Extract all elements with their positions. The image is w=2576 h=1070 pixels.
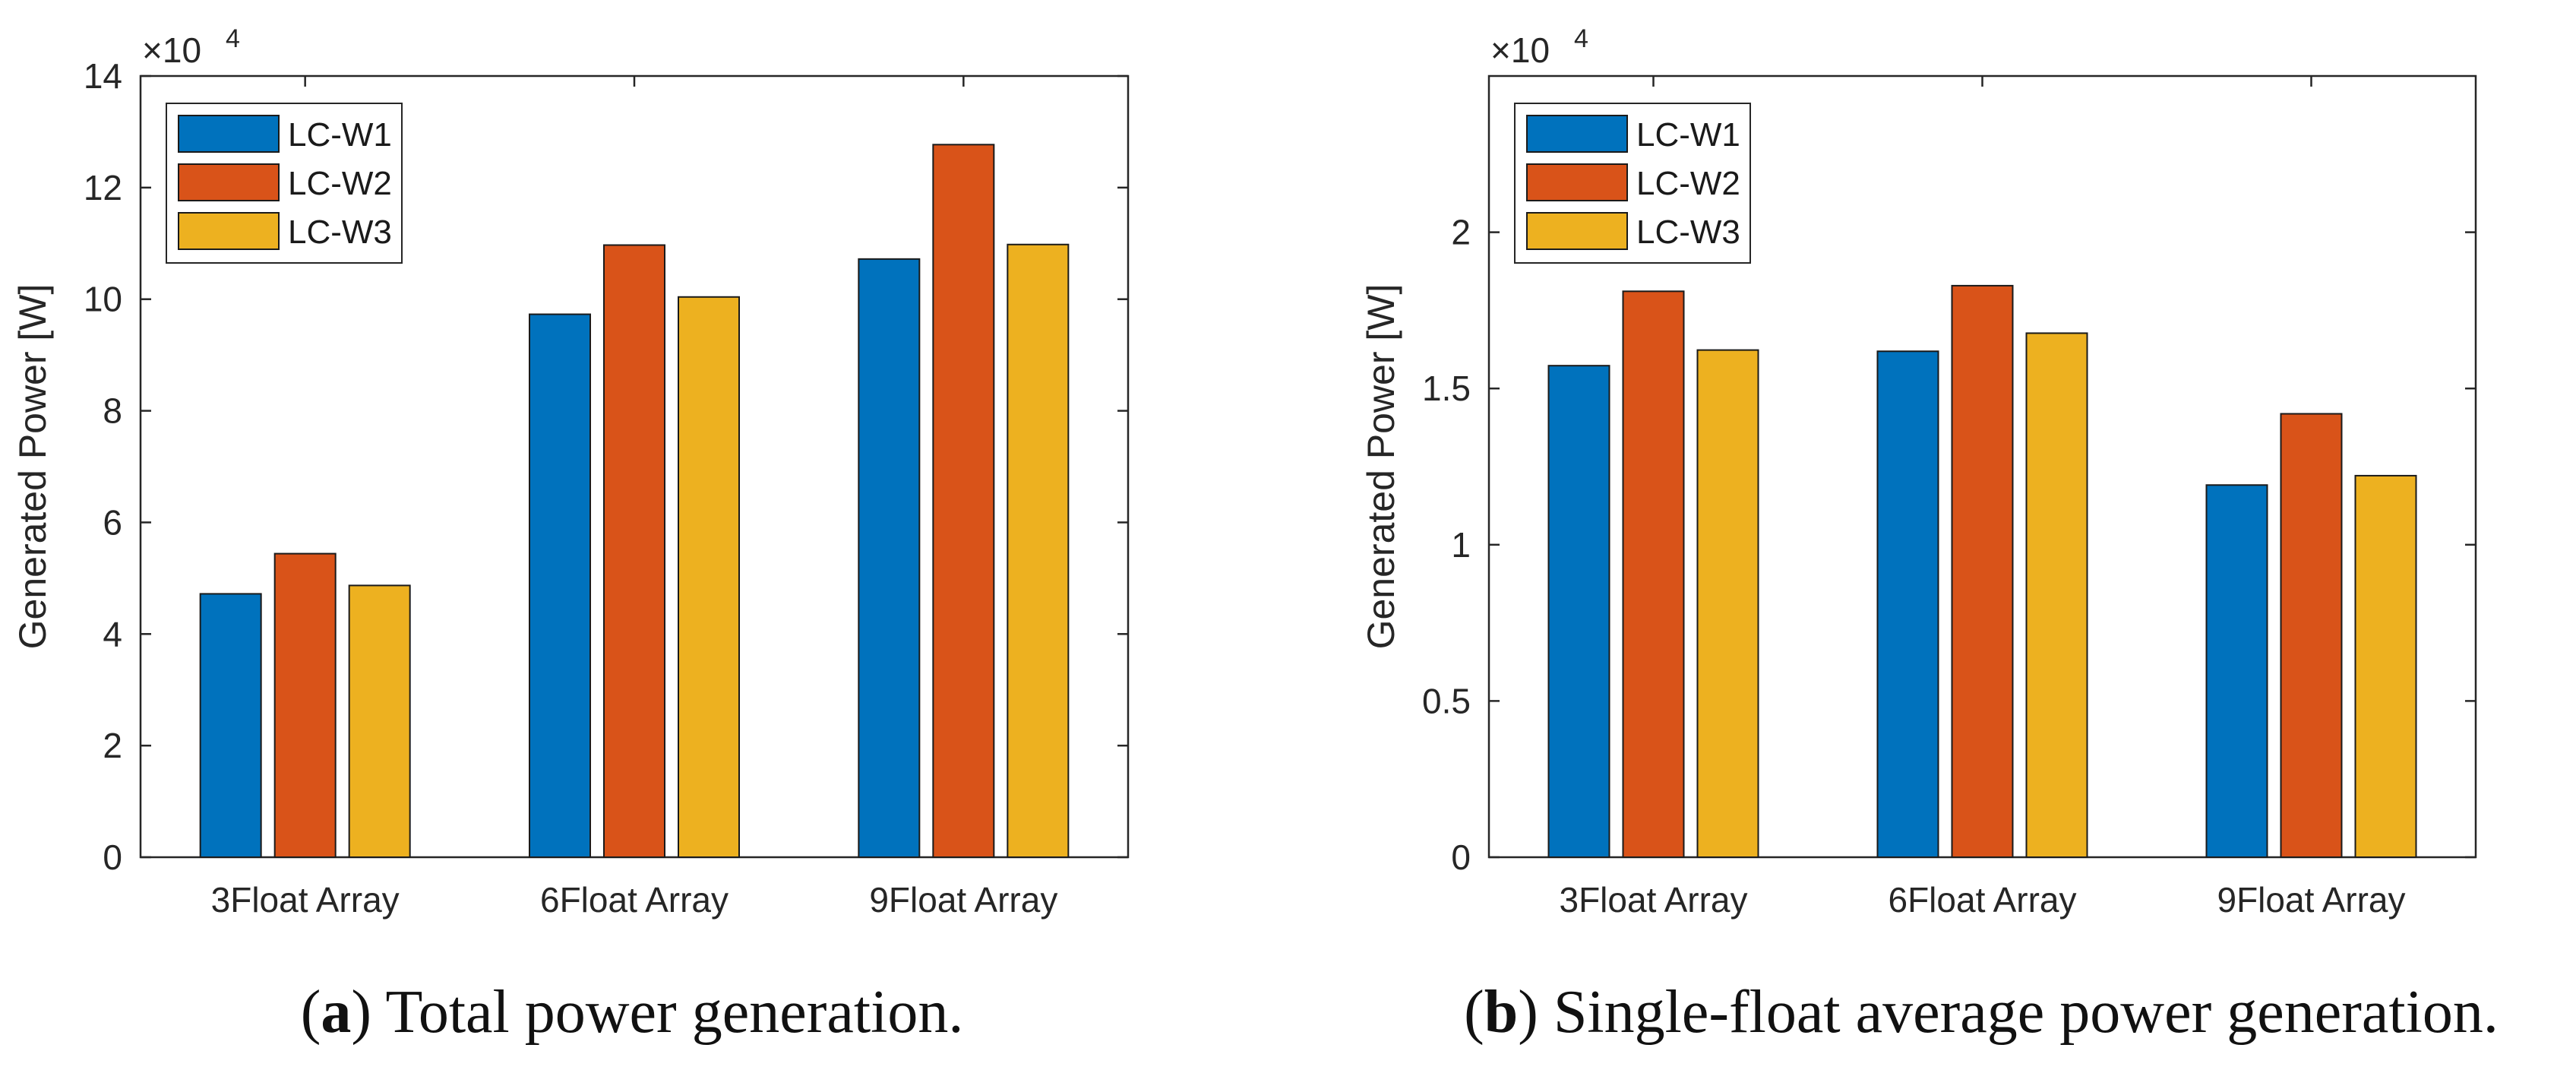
x-tick-label: 6Float Array [540,880,729,920]
bar-lc-w2-2 [603,244,665,858]
bar-lc-w1-1 [1547,365,1610,859]
caption-punct: ) [351,979,385,1046]
legend-label-lc-w1: LC-W1 [1636,116,1740,154]
y-tick-label: 10 [84,280,122,319]
caption-text: Single-float average power generation. [1554,979,2499,1046]
bar-lc-w2-3 [932,144,995,858]
legend-label-lc-w3: LC-W3 [1636,214,1740,251]
legend-label-lc-w2: LC-W2 [1636,165,1740,202]
legend-swatch-lc-w1 [178,115,280,153]
bar-lc-w3-1 [1696,349,1759,859]
bar-lc-w2-3 [2280,413,2343,858]
caption-letter: b [1484,979,1519,1046]
x-tick-label: 3Float Array [211,880,400,920]
caption-punct: ) [1518,979,1554,1046]
y-tick-label: 0.5 [1422,681,1471,720]
y-tick-label: 6 [103,502,122,542]
y-axis-title: Generated Power [W] [11,284,54,650]
y-exponent-label: ×10 [142,30,201,70]
caption-letter: a [321,979,351,1046]
bar-lc-w3-3 [1007,243,1070,858]
bar-lc-w3-2 [678,296,740,858]
bar-lc-w3-3 [2354,474,2417,858]
chart-panel-a: 0 2 4 6 8 10 12 14 ×10 4 Generated Power [W] 3Float… [11,24,1130,1046]
legend-swatch-lc-w2 [178,163,280,201]
bar-lc-w2-1 [273,552,337,858]
legend-swatch-lc-w3 [1526,212,1628,250]
y-tick-label: 4 [103,614,122,654]
bar-lc-w1-2 [1876,350,1939,858]
legend-label-lc-w2: LC-W2 [288,165,392,202]
y-tick-label: 8 [103,391,122,431]
y-exponent-label: ×10 [1490,30,1550,70]
y-axis-title: Generated Power [W] [1360,284,1402,650]
y-exponent-power: 4 [1574,24,1588,53]
bar-lc-w2-2 [1951,284,2014,858]
y-tick-label: 0 [103,837,122,877]
y-tick-label: 1.5 [1422,369,1471,408]
legend-label-lc-w3: LC-W3 [288,214,392,251]
y-tick-label: 2 [1451,213,1471,252]
x-tick-label: 3Float Array [1560,880,1748,920]
x-tick-label: 6Float Array [1889,880,2077,920]
panel-caption: (b) Single-float average power generatio… [1464,979,2499,1046]
legend-label-lc-w1: LC-W1 [288,116,392,154]
caption-punct: ( [301,979,321,1046]
bar-lc-w3-1 [348,584,411,858]
y-exponent-power: 4 [226,24,240,53]
y-tick-label: 14 [84,56,122,96]
caption-text: Total power generation. [386,979,964,1046]
bar-lc-w3-2 [2025,332,2088,858]
bar-lc-w2-1 [1622,290,1685,859]
y-tick-label: 1 [1451,525,1471,565]
y-tick-label: 12 [84,168,122,207]
x-tick-label: 9Float Array [869,880,1057,920]
caption-punct: ( [1464,979,1484,1046]
legend-swatch-lc-w3 [178,212,280,250]
y-tick-label: 0 [1451,837,1471,877]
legend-swatch-lc-w2 [1526,163,1628,201]
bar-lc-w1-2 [529,313,591,859]
bar-lc-w1-3 [858,258,921,858]
legend-swatch-lc-w1 [1526,115,1628,153]
chart-panel-b: 0 0.5 1 1.5 2 ×10 4 Generated Power [W] 3Float A… [1360,24,2499,1046]
bar-lc-w1-3 [2205,484,2268,858]
panel-caption: (a) Total power generation. [301,979,964,1046]
bar-lc-w1-1 [199,593,262,858]
x-tick-label: 9Float Array [2217,880,2406,920]
y-tick-label: 2 [103,726,122,765]
